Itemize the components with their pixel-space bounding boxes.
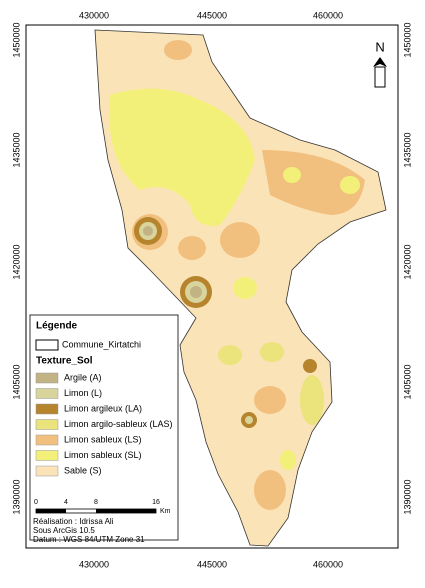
- ls-zone: [254, 386, 286, 414]
- scale-label: 16: [152, 499, 160, 506]
- scale-label: 8: [94, 499, 98, 506]
- legend-swatch: [35, 434, 59, 446]
- coord-label: 1450000: [402, 22, 412, 57]
- legend-label: Argile (A): [64, 372, 102, 382]
- coord-label: 1420000: [402, 244, 412, 279]
- north-label: N: [375, 39, 384, 54]
- legend-label: Limon argilo-sableux (LAS): [64, 419, 173, 429]
- ls-zone: [220, 222, 260, 258]
- credit-line: Réalisation : Idrissa Ali: [33, 517, 114, 526]
- l-zone: [245, 416, 253, 424]
- legend-label: Limon argileux (LA): [64, 403, 142, 413]
- las-zone: [218, 345, 242, 365]
- north-arrow-body: [374, 66, 386, 88]
- coord-label: 1405000: [11, 364, 21, 399]
- legend-label: Sable (S): [64, 465, 102, 475]
- sl-zone: [340, 176, 360, 194]
- legend-swatch: [35, 419, 59, 430]
- sl-zone: [280, 450, 296, 470]
- scale-label: 0: [34, 499, 38, 506]
- ls-zone: [262, 150, 365, 215]
- sl-zone: [283, 167, 301, 183]
- legend-label: Limon (L): [64, 388, 102, 398]
- legend-label: Limon sableux (SL): [64, 450, 142, 460]
- coord-label: 445000: [197, 10, 227, 20]
- scale-bar-segment: [36, 509, 66, 513]
- scale-label: 4: [64, 499, 68, 506]
- sl-zone: [110, 88, 255, 226]
- sl-zone: [233, 277, 257, 299]
- commune-area: [94, 29, 387, 547]
- legend-label: Limon sableux (LS): [64, 434, 142, 444]
- legend-label: Commune_Kirtatchi: [62, 339, 141, 349]
- a-zone: [190, 286, 202, 298]
- coord-label: 430000: [79, 10, 109, 20]
- ls-zone: [254, 470, 286, 510]
- scale-unit: Km: [160, 508, 171, 515]
- legend-layer: Texture_Sol: [36, 356, 93, 367]
- a-zone: [143, 226, 153, 236]
- scale-bar-segment: [96, 509, 156, 513]
- coord-label: 1390000: [402, 479, 412, 514]
- coord-label: 445000: [197, 559, 227, 569]
- las-zone: [260, 342, 284, 362]
- coord-label: 460000: [313, 559, 343, 569]
- legend-swatch: [35, 450, 59, 461]
- coord-label: 460000: [313, 10, 343, 20]
- legend-title: Légende: [36, 321, 78, 332]
- credit-line: Sous ArcGis 10.5: [33, 526, 95, 535]
- las-zone: [300, 375, 324, 425]
- coord-label: 1450000: [11, 22, 21, 57]
- legend-swatch: [35, 465, 59, 477]
- north-arrow: N: [373, 39, 387, 88]
- coord-label: 1435000: [11, 132, 21, 167]
- legend-swatch: [35, 388, 59, 399]
- coord-label: 430000: [79, 559, 109, 569]
- la-zone: [303, 359, 317, 373]
- boundary-swatch: [35, 339, 59, 351]
- coord-label: 1405000: [402, 364, 412, 399]
- ls-zone: [164, 40, 192, 60]
- legend-swatch: [35, 403, 59, 415]
- coord-label: 1435000: [402, 132, 412, 167]
- ls-zone: [178, 236, 206, 260]
- coord-label: 1420000: [11, 244, 21, 279]
- legend-swatch: [35, 372, 59, 384]
- credit-line: Datum : WGS 84/UTM Zone 31: [33, 535, 145, 544]
- coord-label: 1390000: [11, 479, 21, 514]
- north-arrow-head: [373, 57, 387, 67]
